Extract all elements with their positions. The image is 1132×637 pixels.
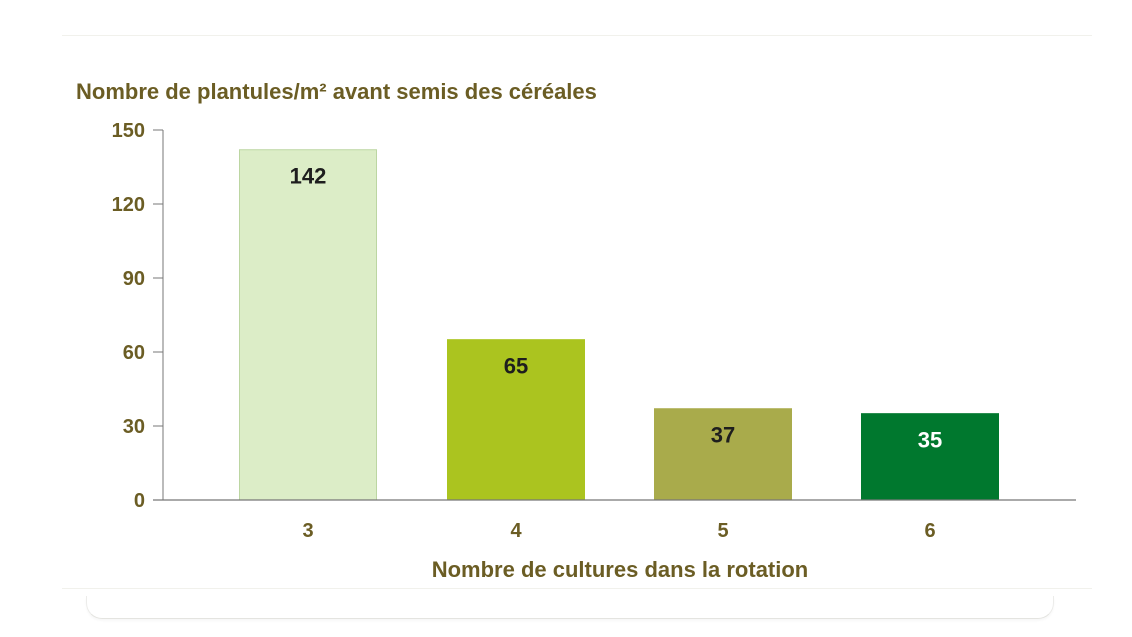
y-tick-label: 60 xyxy=(123,342,145,364)
x-tick-label: 6 xyxy=(924,520,935,542)
bars-layer xyxy=(239,149,999,501)
bar-4 xyxy=(447,339,585,501)
bar-value-label: 35 xyxy=(918,428,942,453)
bar-value-label: 37 xyxy=(711,423,735,448)
chart-title: Nombre de plantules/m² avant semis des c… xyxy=(76,79,597,104)
x-axis-title: Nombre de cultures dans la rotation xyxy=(431,557,809,582)
top-divider xyxy=(62,35,1092,36)
x-tick-label: 4 xyxy=(510,520,522,542)
card-bottom-edge xyxy=(86,596,1054,619)
bar-3 xyxy=(239,149,377,501)
bar-5 xyxy=(654,408,792,501)
bottom-divider xyxy=(62,588,1092,589)
y-tick-label: 120 xyxy=(112,194,145,216)
bar-value-label: 142 xyxy=(290,164,327,189)
axes-layer xyxy=(153,129,1076,501)
y-tick-label: 90 xyxy=(123,268,145,290)
y-tick-label: 0 xyxy=(134,490,145,512)
bar-6 xyxy=(861,413,999,501)
x-tick-label: 5 xyxy=(717,520,728,542)
x-tick-label: 3 xyxy=(302,520,313,542)
y-tick-label: 30 xyxy=(123,416,145,438)
bar-value-label: 65 xyxy=(504,354,528,379)
labels-layer: 142 65 37 35 0 30 60 90 120 150 3 4 5 6 xyxy=(112,120,943,542)
y-tick-label: 150 xyxy=(112,120,145,142)
